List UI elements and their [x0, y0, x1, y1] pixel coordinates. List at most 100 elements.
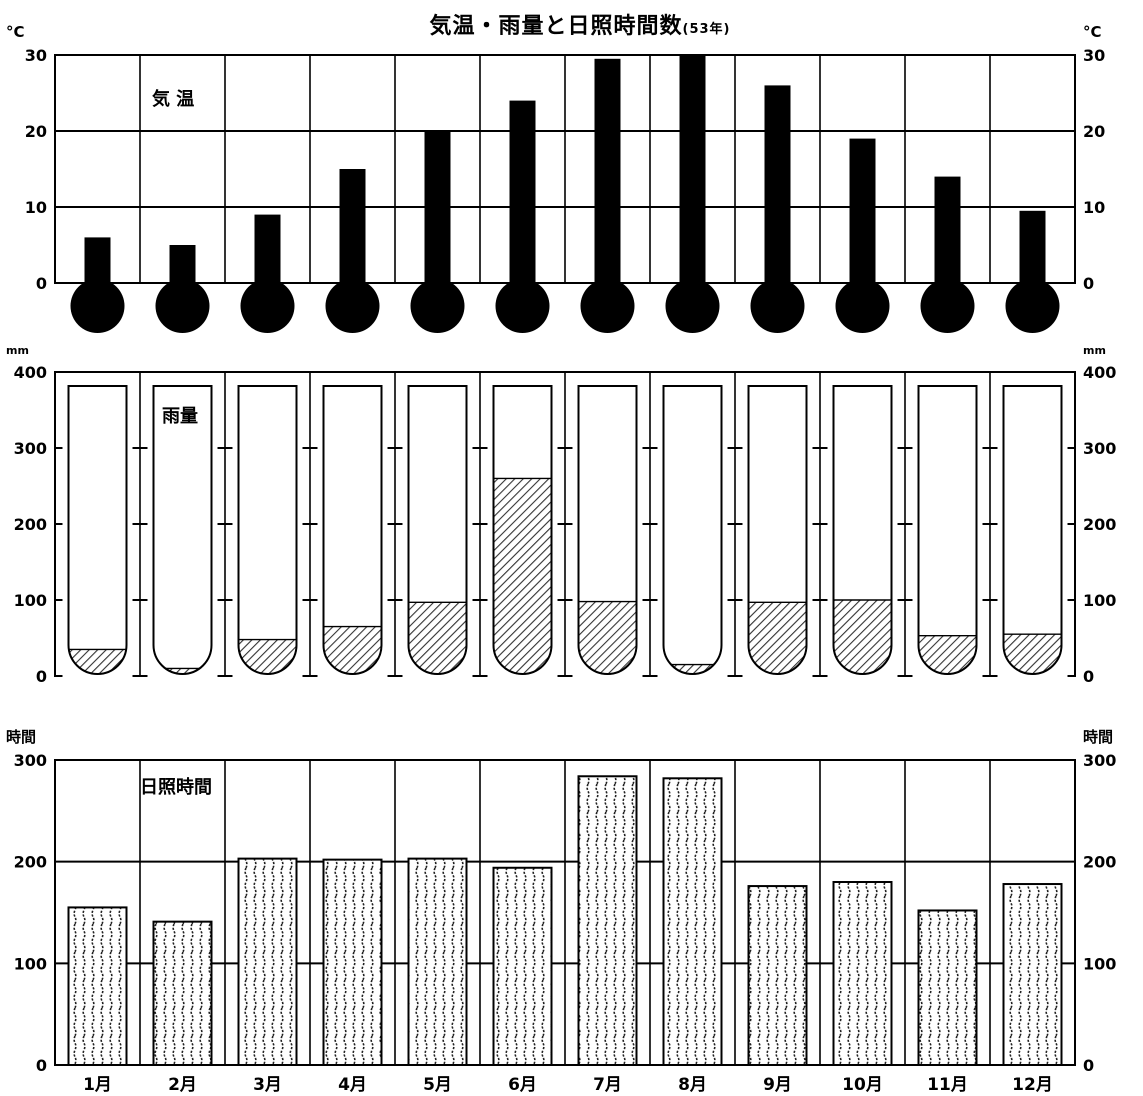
temp-bulb-4	[325, 279, 380, 333]
temp-bar-10	[849, 138, 876, 289]
sun-bar-1	[67, 906, 128, 1067]
ytick-right-temperature-20: 20	[1083, 122, 1105, 141]
sun-bar-11	[917, 909, 978, 1067]
ytick-right-temperature-0: 0	[1083, 274, 1094, 293]
panel-label-sunshine: 日照時間	[140, 777, 212, 798]
unit-right-temperature: °C	[1083, 23, 1102, 41]
ytick-left-sunshine-0: 0	[36, 1056, 47, 1075]
temp-bulb-12	[1005, 279, 1060, 333]
ytick-left-temperature-10: 10	[25, 198, 47, 217]
sun-bar-3	[237, 857, 298, 1066]
ytick-right-rainfall-400: 400	[1083, 363, 1116, 382]
ytick-left-rainfall-0: 0	[36, 667, 47, 686]
ytick-right-sunshine-300: 300	[1083, 751, 1116, 770]
temp-bar-11	[934, 176, 961, 289]
temp-bar-8	[679, 55, 706, 289]
ytick-left-rainfall-300: 300	[14, 439, 47, 458]
ytick-left-sunshine-100: 100	[14, 954, 47, 973]
temp-bar-4	[339, 169, 366, 289]
rain-cell-bg-3	[232, 380, 303, 680]
xtick-month-5: 5月	[423, 1075, 452, 1095]
temp-bulb-2	[155, 279, 210, 333]
rain-cell-bg-8	[657, 380, 728, 680]
chart-title-suffix: (53年)	[682, 22, 731, 37]
rain-fill-5	[407, 601, 468, 675]
temp-bar-5	[424, 131, 451, 289]
temp-bulb-7	[580, 279, 635, 333]
rain-tube-1	[67, 385, 128, 675]
ytick-right-sunshine-100: 100	[1083, 954, 1116, 973]
ytick-left-temperature-20: 20	[25, 122, 47, 141]
ytick-right-rainfall-300: 300	[1083, 439, 1116, 458]
sun-bar-2	[152, 920, 213, 1067]
rain-tube-2	[152, 385, 213, 675]
rain-tube-3	[237, 385, 298, 675]
ytick-right-temperature-10: 10	[1083, 198, 1105, 217]
rain-tube-8	[662, 385, 723, 675]
temp-bulb-5	[410, 279, 465, 333]
xtick-month-9: 9月	[763, 1075, 792, 1095]
unit-left-temperature: °C	[6, 23, 25, 41]
temp-bulb-6	[495, 279, 550, 333]
xtick-month-2: 2月	[168, 1075, 197, 1095]
panel-label-temperature: 気 温	[152, 88, 194, 110]
xtick-month-10: 10月	[842, 1075, 883, 1095]
temp-bar-7	[594, 58, 621, 289]
sun-bar-5	[407, 857, 468, 1066]
xtick-month-7: 7月	[593, 1075, 622, 1095]
sun-bar-4	[322, 858, 383, 1067]
rain-tube-7	[577, 385, 638, 675]
ytick-right-rainfall-100: 100	[1083, 591, 1116, 610]
xtick-month-11: 11月	[927, 1075, 968, 1095]
xtick-month-3: 3月	[253, 1075, 282, 1095]
xtick-month-1: 1月	[83, 1075, 112, 1095]
sun-bar-12	[1002, 883, 1063, 1066]
rain-tube-9	[747, 385, 808, 675]
rain-fill-10	[832, 599, 893, 675]
ytick-left-rainfall-200: 200	[14, 515, 47, 534]
ytick-left-temperature-0: 0	[36, 274, 47, 293]
unit-right-sunshine: 時間	[1083, 728, 1113, 746]
xtick-month-6: 6月	[508, 1075, 537, 1095]
temp-bulb-9	[750, 279, 805, 333]
unit-left-sunshine: 時間	[6, 728, 36, 746]
temp-bulb-3	[240, 279, 295, 333]
unit-right-rainfall: mm	[1083, 344, 1106, 357]
temp-bulb-10	[835, 279, 890, 333]
rain-cell-bg-11	[912, 380, 983, 680]
rain-fill-9	[747, 601, 808, 675]
ytick-left-temperature-30: 30	[25, 46, 47, 65]
rain-tube-10	[832, 385, 893, 675]
rain-fill-6	[492, 477, 553, 675]
sun-bar-10	[832, 881, 893, 1066]
rain-cell-bg-1	[62, 380, 133, 680]
ytick-right-rainfall-200: 200	[1083, 515, 1116, 534]
temp-bar-12	[1019, 210, 1046, 289]
sun-bar-9	[747, 885, 808, 1066]
rain-tube-4	[322, 385, 383, 675]
ytick-right-temperature-30: 30	[1083, 46, 1105, 65]
panel-label-rainfall: 雨量	[162, 405, 198, 427]
xtick-month-8: 8月	[678, 1075, 707, 1095]
sun-bar-8	[662, 777, 723, 1066]
rain-cell-bg-2	[147, 380, 218, 680]
sun-bar-7	[577, 775, 638, 1066]
temp-bar-3	[254, 214, 281, 289]
ytick-right-rainfall-0: 0	[1083, 667, 1094, 686]
ytick-left-rainfall-100: 100	[14, 591, 47, 610]
ytick-left-rainfall-400: 400	[14, 363, 47, 382]
ytick-left-sunshine-300: 300	[14, 751, 47, 770]
unit-left-rainfall: mm	[6, 344, 29, 357]
ytick-right-sunshine-0: 0	[1083, 1056, 1094, 1075]
temp-bar-6	[509, 100, 536, 289]
chart-title-main: 気温・雨量と日照時間数	[429, 14, 683, 39]
chart-title: 気温・雨量と日照時間数(53年)	[300, 8, 860, 40]
rain-tube-12	[1002, 385, 1063, 675]
xtick-month-12: 12月	[1012, 1075, 1053, 1095]
rain-tube-5	[407, 385, 468, 675]
temp-bulb-1	[70, 279, 125, 333]
temp-bar-9	[764, 85, 791, 290]
ytick-right-sunshine-200: 200	[1083, 853, 1116, 872]
rain-fill-7	[577, 600, 638, 675]
